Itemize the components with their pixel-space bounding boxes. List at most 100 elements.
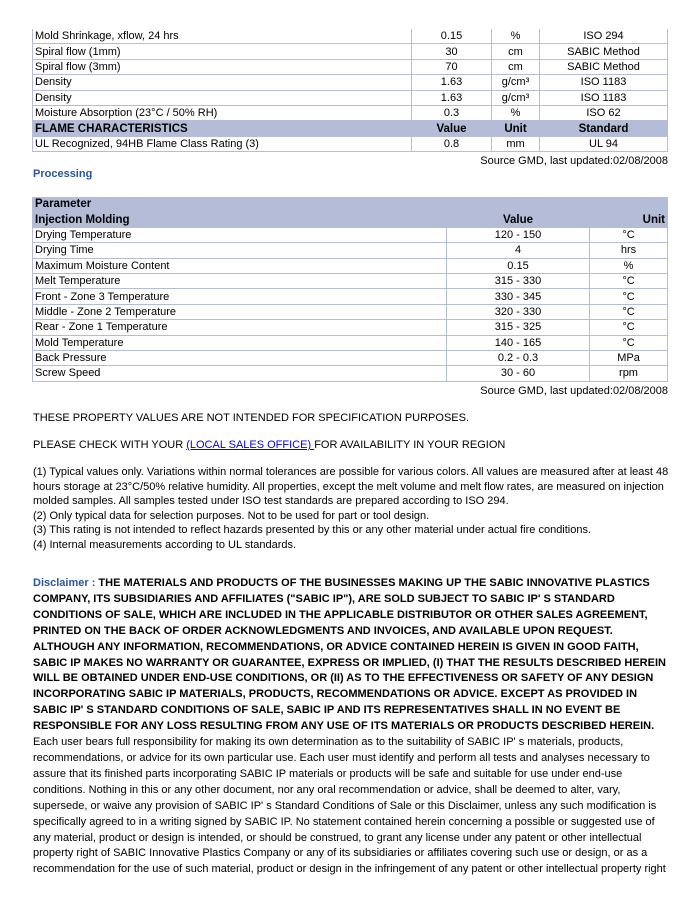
- table-row: Mold Temperature 140 - 165 °C: [32, 335, 669, 351]
- footnote-4: (4) Internal measurements according to U…: [33, 538, 297, 551]
- properties-source: Source GMD, last updated:02/08/2008: [480, 155, 668, 167]
- table-row: Front - Zone 3 Temperature 330 - 345 °C: [32, 289, 669, 305]
- table-cell: 315 - 325: [447, 320, 590, 336]
- injection-molding-header-row: Injection Molding Value Unit: [32, 212, 669, 228]
- local-sales-office-link[interactable]: (LOCAL SALES OFFICE): [186, 439, 315, 451]
- table-cell: Melt Temperature: [32, 273, 447, 290]
- table-cell: ISO 1183: [540, 75, 668, 91]
- table-cell: FLAME CHARACTERISTICS: [32, 121, 412, 137]
- table-cell: 30 - 60: [447, 366, 590, 382]
- table-cell: °C: [590, 227, 669, 244]
- table-cell: %: [492, 29, 540, 45]
- table-row: Moisture Absorption (23°C / 50% RH) 0.3% I…: [32, 105, 668, 122]
- table-cell: 1.63: [412, 90, 492, 106]
- table-cell: Value: [412, 121, 492, 137]
- table-cell: Front - Zone 3 Temperature: [32, 289, 447, 305]
- table-row: Spiral flow (3mm) 70 cm SABIC Method: [32, 59, 668, 76]
- table-cell: 140 - 165: [447, 335, 590, 351]
- table-cell: 0.3: [412, 105, 492, 122]
- table-cell: 0.8: [412, 136, 492, 153]
- table-cell: Back Pressure: [32, 350, 447, 367]
- table-cell: °C: [590, 289, 669, 305]
- parameter-header: Parameter: [32, 197, 669, 213]
- table-cell: Drying Time: [32, 243, 447, 259]
- footnotes: (1) Typical values only. Variations with…: [33, 465, 669, 553]
- table-cell: 1.63: [412, 75, 492, 91]
- table-cell: Mold Shrinkage, xflow, 24 hrs: [32, 29, 412, 45]
- table-cell: 330 - 345: [447, 289, 590, 305]
- table-row: Mold Shrinkage, xflow, 24 hrs 0.15% ISO 29…: [32, 29, 668, 45]
- table-cell: Rear - Zone 1 Temperature: [32, 320, 447, 336]
- table-cell: 120 - 150: [447, 227, 590, 244]
- table-cell: Density: [32, 75, 412, 91]
- table-cell: %: [590, 258, 669, 274]
- table-cell: ISO 294: [540, 29, 668, 45]
- table-cell: UL 94: [540, 136, 668, 153]
- table-cell: Value: [447, 212, 590, 228]
- table-cell: Screw Speed: [32, 366, 447, 382]
- table-row: Maximum Moisture Content 0.15%: [32, 258, 669, 274]
- table-cell: SABIC Method: [540, 59, 668, 76]
- table-cell: Spiral flow (1mm): [32, 44, 412, 60]
- table-cell: °C: [590, 335, 669, 351]
- table-row: Drying Time 4 hrs: [32, 243, 669, 259]
- processing-source: Source GMD, last updated:02/08/2008: [480, 385, 668, 397]
- table-cell: ISO 62: [540, 105, 668, 122]
- disclaimer-label: Disclaimer :: [33, 577, 99, 589]
- table-cell: cm: [492, 59, 540, 76]
- table-cell: °C: [590, 273, 669, 290]
- table-cell: SABIC Method: [540, 44, 668, 60]
- table-cell: °C: [590, 304, 669, 321]
- disclaimer-bold-text: THE MATERIALS AND PRODUCTS OF THE BUSINE…: [33, 577, 666, 733]
- table-cell: rpm: [590, 366, 669, 382]
- table-cell: Standard: [540, 121, 668, 137]
- table-cell: cm: [492, 44, 540, 60]
- table-cell: %: [492, 105, 540, 122]
- footnote-3: (3) This rating is not intended to refle…: [33, 524, 592, 537]
- spec-notice: THESE PROPERTY VALUES ARE NOT INTENDED F…: [33, 412, 470, 424]
- disclaimer: Disclaimer : THE MATERIALS AND PRODUCTS …: [33, 576, 669, 878]
- table-row: UL Recognized, 94HB Flame Class Rating (…: [32, 136, 668, 153]
- table-cell: mm: [492, 136, 540, 153]
- table-cell: 30: [412, 44, 492, 60]
- table-cell: ISO 1183: [540, 90, 668, 106]
- disclaimer-text: Each user bears full responsibility for …: [33, 736, 666, 876]
- table-cell: 0.2 - 0.3: [447, 350, 590, 367]
- table-cell: Middle - Zone 2 Temperature: [32, 304, 447, 321]
- table-cell: Moisture Absorption (23°C / 50% RH): [32, 105, 412, 122]
- table-cell: Injection Molding: [32, 212, 447, 228]
- table-cell: Mold Temperature: [32, 335, 447, 351]
- check-text-end: FOR AVAILABILITY IN YOUR REGION: [314, 439, 506, 451]
- table-cell: MPa: [590, 350, 669, 367]
- table-cell: Density: [32, 90, 412, 106]
- table-row: Back Pressure 0.2 - 0.3 MPa: [32, 350, 669, 367]
- table-cell: 4: [447, 243, 590, 259]
- table-cell: Unit: [492, 121, 540, 137]
- processing-heading: Processing: [33, 168, 93, 180]
- table-cell: 0.15: [447, 258, 590, 274]
- table-cell: 315 - 330: [447, 273, 590, 290]
- table-cell: 320 - 330: [447, 304, 590, 321]
- table-row: Density 1.63 g/cm³ ISO 1183: [32, 90, 668, 106]
- table-row: Density 1.63 g/cm³ ISO 1183: [32, 75, 668, 91]
- table-cell: g/cm³: [492, 75, 540, 91]
- table-row: Rear - Zone 1 Temperature 315 - 325 °C: [32, 320, 669, 336]
- properties-table: Mold Shrinkage, xflow, 24 hrs 0.15% ISO 29…: [32, 29, 668, 153]
- sales-office-line: PLEASE CHECK WITH YOUR (LOCAL SALES OFFI…: [33, 438, 673, 453]
- table-cell: Maximum Moisture Content: [32, 258, 447, 274]
- check-text: PLEASE CHECK WITH YOUR: [33, 439, 187, 451]
- table-cell: °C: [590, 320, 669, 336]
- footnote-1: (1) Typical values only. Variations with…: [33, 466, 669, 508]
- table-row: Drying Temperature 120 - 150 °C: [32, 227, 669, 244]
- table-cell: Unit: [590, 212, 669, 228]
- table-cell: 0.15: [412, 29, 492, 45]
- table-row: Spiral flow (1mm) 30 cm SABIC Method: [32, 44, 668, 60]
- table-row: Middle - Zone 2 Temperature 320 - 330 °C: [32, 304, 669, 321]
- flame-header-row: FLAME CHARACTERISTICS Value Unit Standard: [32, 121, 668, 137]
- processing-table: Parameter Injection Molding Value Unit Dryi…: [32, 197, 669, 382]
- table-row: Melt Temperature 315 - 330 °C: [32, 273, 669, 290]
- table-cell: UL Recognized, 94HB Flame Class Rating (…: [32, 136, 412, 153]
- table-cell: g/cm³: [492, 90, 540, 106]
- table-cell: 70: [412, 59, 492, 76]
